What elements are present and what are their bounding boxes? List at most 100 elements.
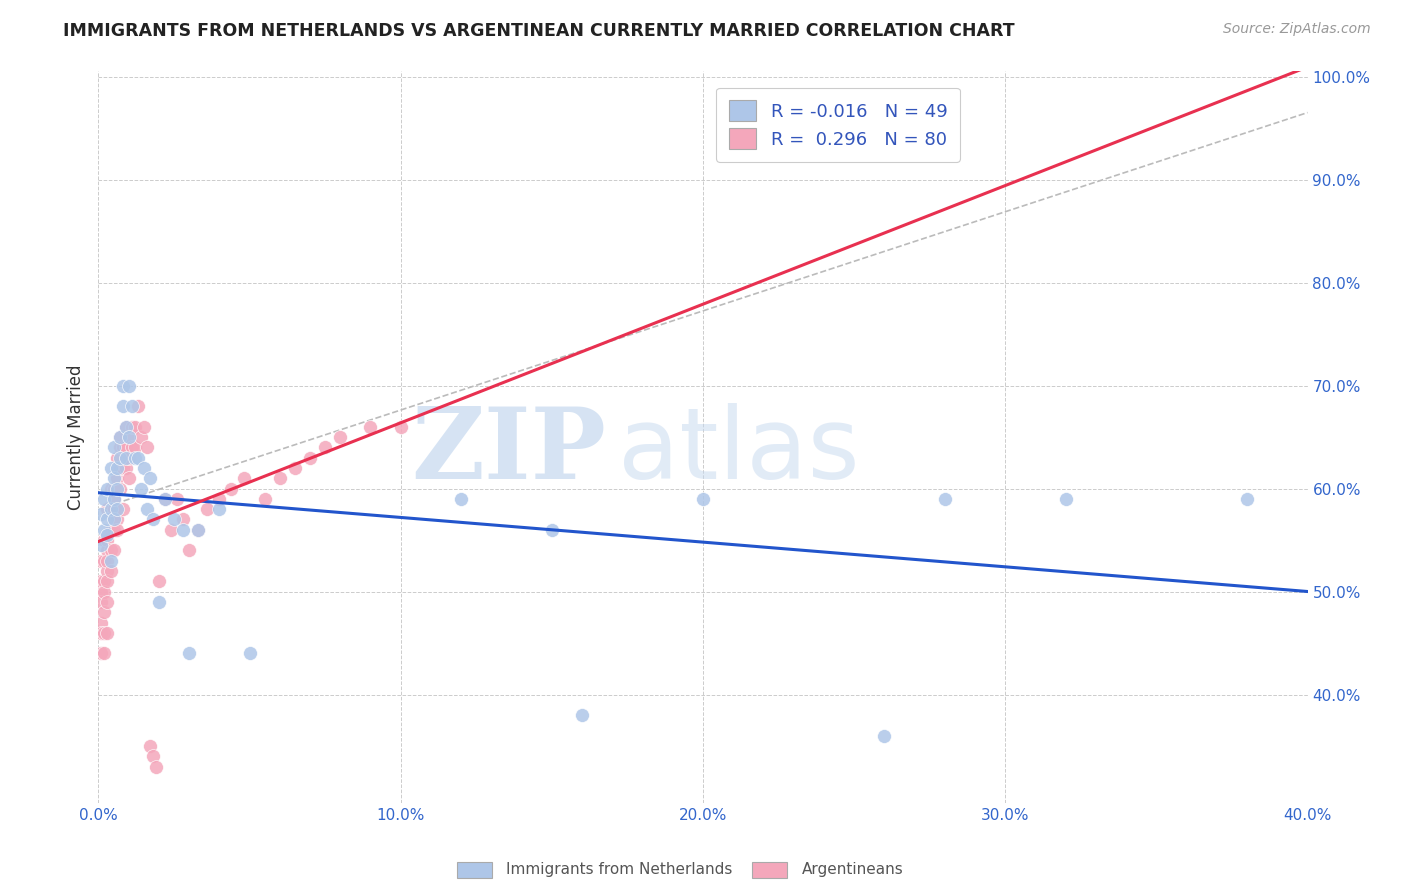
Point xyxy=(284,461,307,475)
Point xyxy=(93,533,115,547)
Point xyxy=(93,523,115,537)
Point xyxy=(105,482,128,496)
Point xyxy=(108,450,131,465)
Point xyxy=(103,491,125,506)
Point xyxy=(90,615,112,630)
Point xyxy=(132,419,155,434)
Point xyxy=(100,502,122,516)
Point xyxy=(105,502,128,516)
Text: IMMIGRANTS FROM NETHERLANDS VS ARGENTINEAN CURRENTLY MARRIED CORRELATION CHART: IMMIGRANTS FROM NETHERLANDS VS ARGENTINE… xyxy=(63,22,1015,40)
Point xyxy=(93,491,115,506)
Point xyxy=(103,543,125,558)
Point xyxy=(135,502,157,516)
Text: Argentineans: Argentineans xyxy=(801,863,903,877)
Point xyxy=(148,595,170,609)
Point xyxy=(129,430,152,444)
Point xyxy=(100,461,122,475)
Point xyxy=(96,595,118,609)
Text: Immigrants from Netherlands: Immigrants from Netherlands xyxy=(506,863,733,877)
Point xyxy=(1054,491,1077,506)
Point xyxy=(118,430,141,444)
Point xyxy=(127,450,149,465)
Point xyxy=(105,461,128,475)
Point xyxy=(121,441,143,455)
Text: Source: ZipAtlas.com: Source: ZipAtlas.com xyxy=(1223,22,1371,37)
Point xyxy=(145,760,167,774)
Point xyxy=(93,574,115,589)
Point xyxy=(114,461,136,475)
Point xyxy=(160,523,183,537)
Point xyxy=(96,482,118,496)
Point xyxy=(299,450,322,465)
Point xyxy=(934,491,956,506)
Point xyxy=(108,430,131,444)
Point xyxy=(139,471,162,485)
Point xyxy=(111,399,134,413)
Point xyxy=(195,502,218,516)
Point xyxy=(96,512,118,526)
Point xyxy=(90,554,112,568)
Point xyxy=(132,461,155,475)
Point xyxy=(103,491,125,506)
Point xyxy=(105,512,128,526)
Point xyxy=(118,471,141,485)
Point xyxy=(139,739,162,753)
Point xyxy=(100,543,122,558)
Point xyxy=(232,471,254,485)
Point xyxy=(208,502,231,516)
Point xyxy=(93,625,115,640)
Point xyxy=(105,523,128,537)
Point xyxy=(96,543,118,558)
Point xyxy=(96,528,118,542)
Point xyxy=(90,625,112,640)
Point xyxy=(163,512,186,526)
Point xyxy=(114,419,136,434)
Point xyxy=(108,430,131,444)
Point xyxy=(148,574,170,589)
Point xyxy=(389,419,412,434)
Point xyxy=(208,491,231,506)
Point xyxy=(692,491,714,506)
Point xyxy=(360,419,382,434)
Point xyxy=(93,605,115,619)
Point xyxy=(540,523,562,537)
Point xyxy=(96,564,118,578)
Point xyxy=(1236,491,1258,506)
Legend: R = -0.016   N = 49, R =  0.296   N = 80: R = -0.016 N = 49, R = 0.296 N = 80 xyxy=(717,87,960,162)
Point xyxy=(93,647,115,661)
Point xyxy=(100,523,122,537)
Point xyxy=(103,471,125,485)
Point xyxy=(96,502,118,516)
Point xyxy=(96,574,118,589)
Point xyxy=(103,523,125,537)
Point xyxy=(329,430,352,444)
Point xyxy=(253,491,276,506)
Point xyxy=(103,512,125,526)
Point xyxy=(873,729,896,743)
Point xyxy=(111,378,134,392)
Point xyxy=(124,441,146,455)
Point xyxy=(100,564,122,578)
Point xyxy=(100,502,122,516)
Point xyxy=(129,482,152,496)
Point xyxy=(121,399,143,413)
Point xyxy=(90,584,112,599)
Point xyxy=(105,471,128,485)
Point xyxy=(118,378,141,392)
Point xyxy=(90,647,112,661)
Point xyxy=(103,502,125,516)
Point xyxy=(179,543,201,558)
Point xyxy=(187,523,209,537)
Point xyxy=(111,461,134,475)
Point xyxy=(100,554,122,568)
Point xyxy=(90,538,112,552)
Point xyxy=(105,450,128,465)
Point xyxy=(187,523,209,537)
Point xyxy=(114,450,136,465)
Point xyxy=(90,595,112,609)
Y-axis label: Currently Married: Currently Married xyxy=(66,364,84,510)
Text: atlas: atlas xyxy=(619,403,860,500)
Point xyxy=(166,491,188,506)
Point xyxy=(450,491,472,506)
Point xyxy=(179,647,201,661)
